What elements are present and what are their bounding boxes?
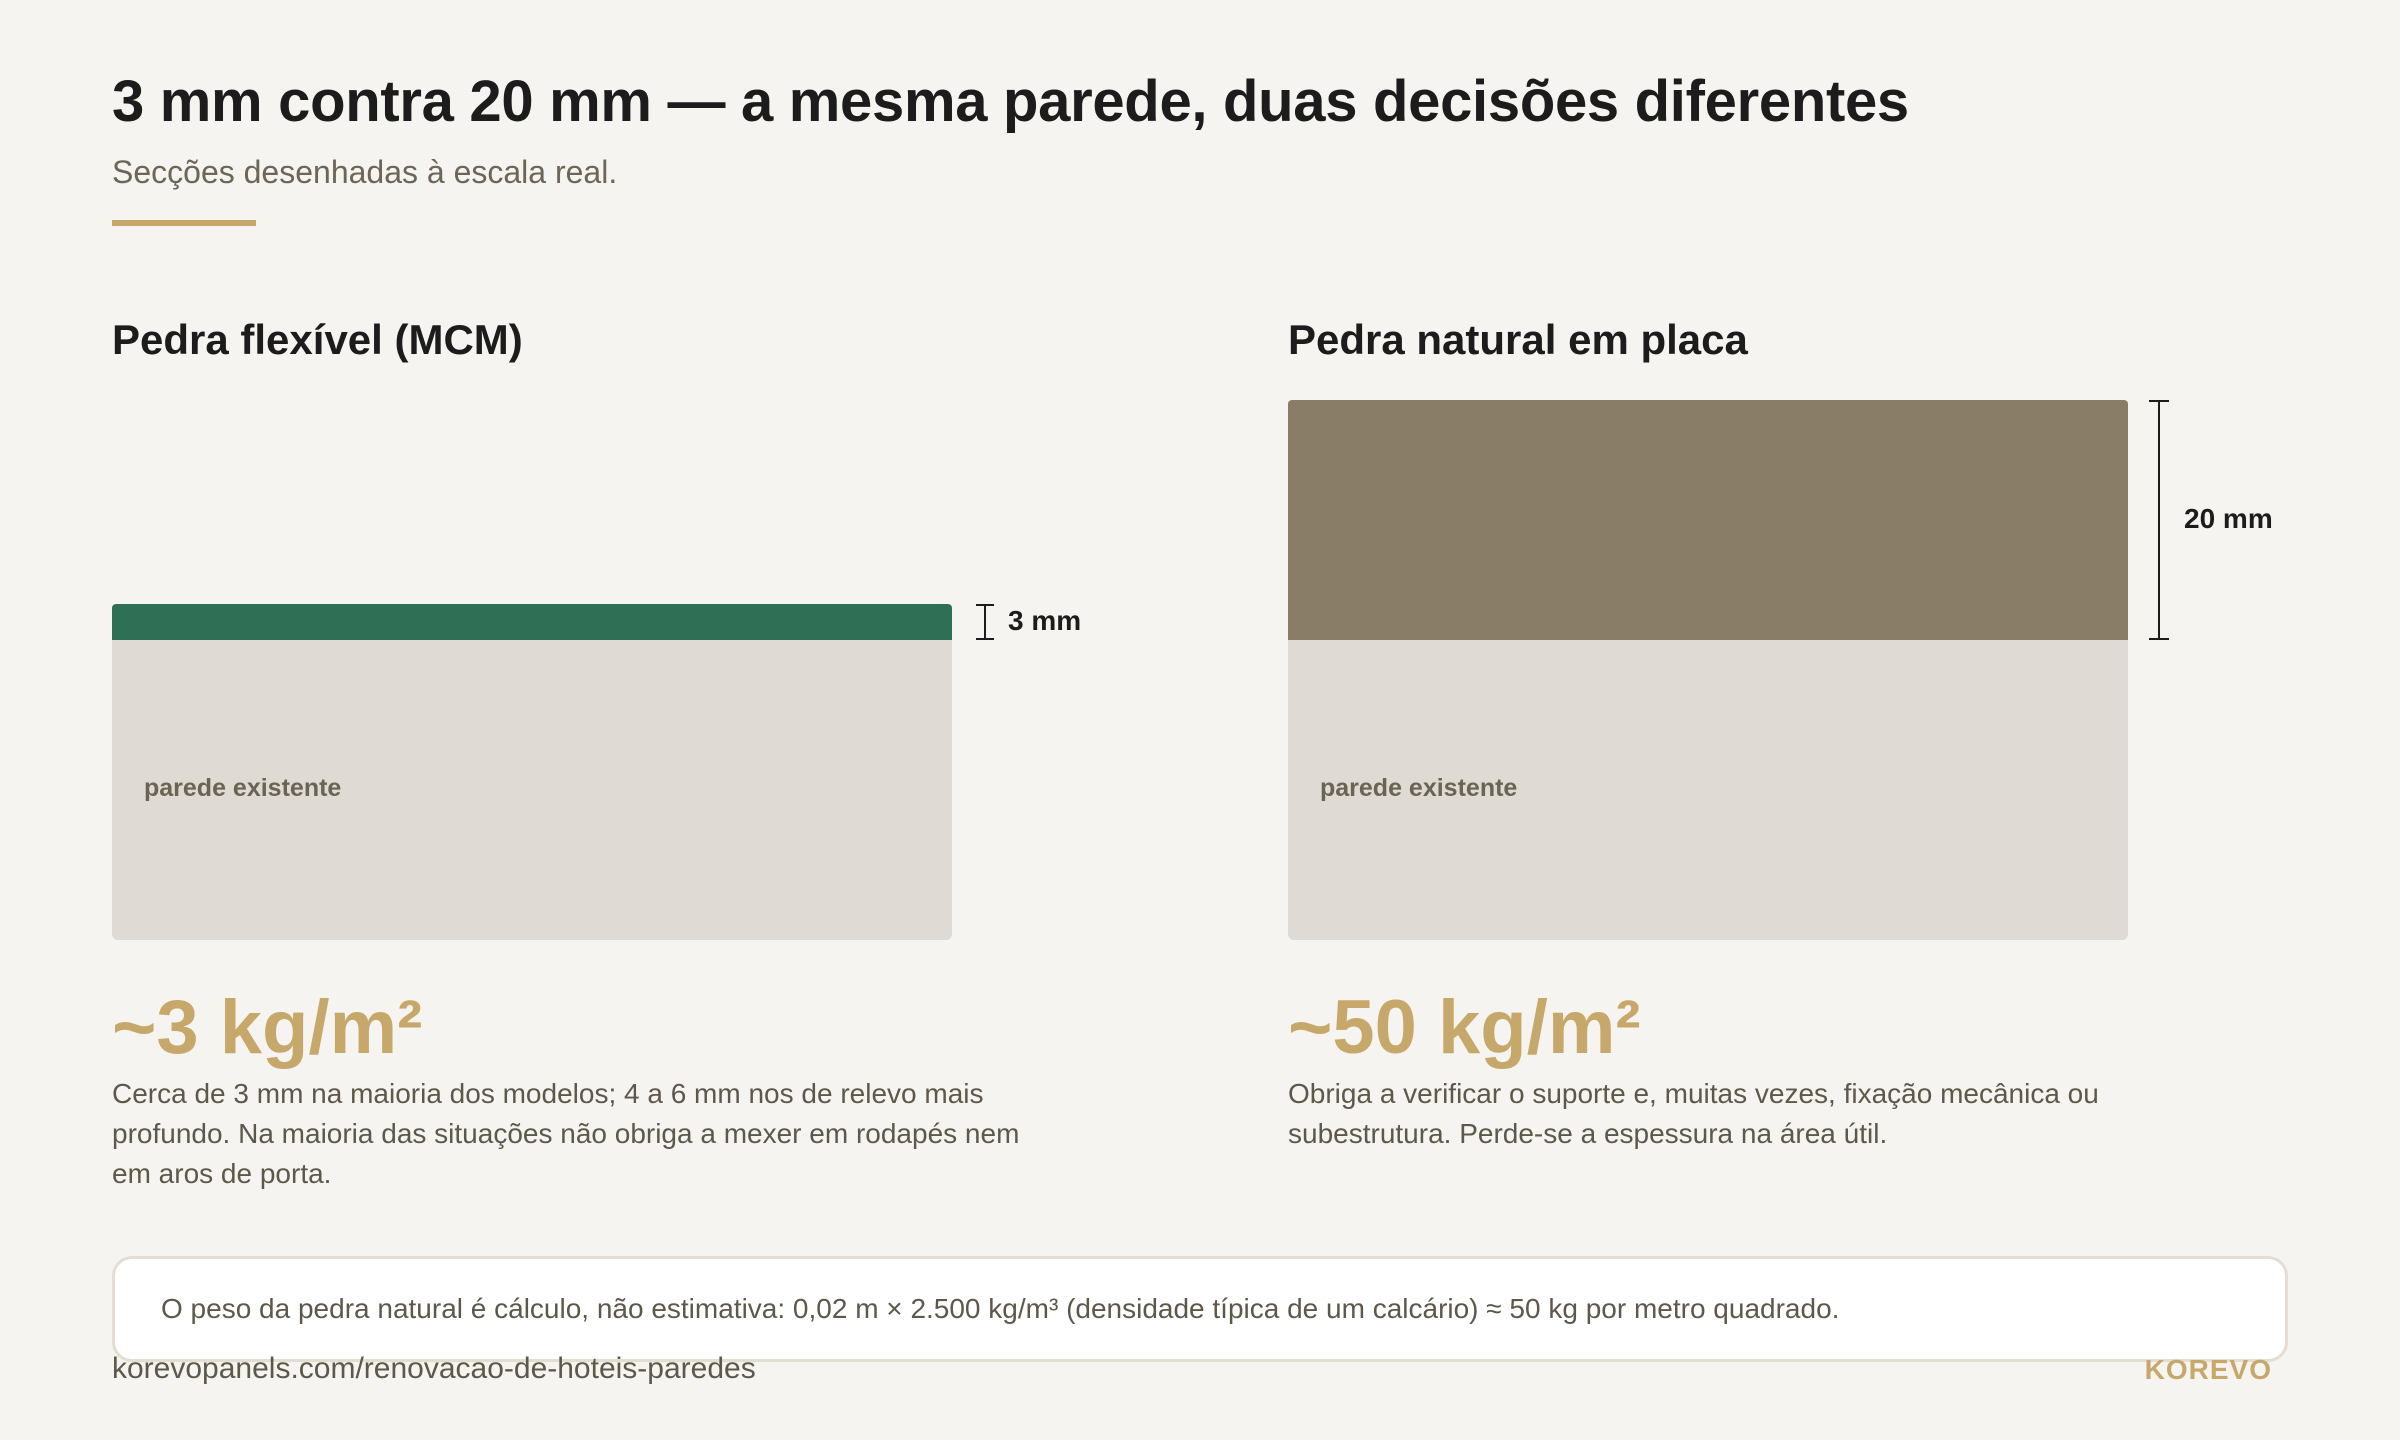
note-text: O peso da pedra natural é cálculo, não e… <box>161 1293 1840 1324</box>
note-box: O peso da pedra natural é cálculo, não e… <box>112 1256 2288 1362</box>
wall-label-mcm: parede existente <box>144 774 342 802</box>
accent-rule <box>112 220 256 226</box>
page-title: 3 mm contra 20 mm — a mesma parede, duas… <box>112 69 1909 134</box>
dimension-label-stone: 20 mm <box>2184 503 2273 534</box>
dimension-label-mcm: 3 mm <box>1008 605 1082 636</box>
existing-wall-mcm: parede existente <box>112 640 952 940</box>
weight-stone: ~50 kg/m² <box>1288 985 1641 1070</box>
panel-title-mcm: Pedra flexível (MCM) <box>112 316 523 363</box>
footer-url[interactable]: korevopanels.com/renovacao-de-hoteis-par… <box>112 1352 756 1385</box>
dimension-line-stone <box>2158 400 2160 640</box>
existing-wall-stone: parede existente <box>1288 640 2128 940</box>
footer-brand-logo: KOREVO <box>2144 1354 2272 1385</box>
weight-mcm: ~3 kg/m² <box>112 985 423 1070</box>
page-subtitle: Secções desenhadas à escala real. <box>112 154 618 190</box>
dimension-tick-top-mcm <box>976 604 994 606</box>
description-mcm: Cerca de 3 mm na maioria dos modelos; 4 … <box>112 1078 1020 1189</box>
panel-title-stone: Pedra natural em placa <box>1288 316 1748 363</box>
wall-label-stone: parede existente <box>1320 774 1518 802</box>
dimension-tick-bottom-mcm <box>976 638 994 640</box>
mcm-layer <box>112 604 952 640</box>
description-stone: Obriga a verificar o suporte e, muitas v… <box>1288 1078 2099 1149</box>
dimension-tick-top-stone <box>2149 400 2169 402</box>
dimension-tick-bottom-stone <box>2149 638 2169 640</box>
stone-layer <box>1288 400 2128 640</box>
dimension-line-mcm <box>984 604 986 640</box>
